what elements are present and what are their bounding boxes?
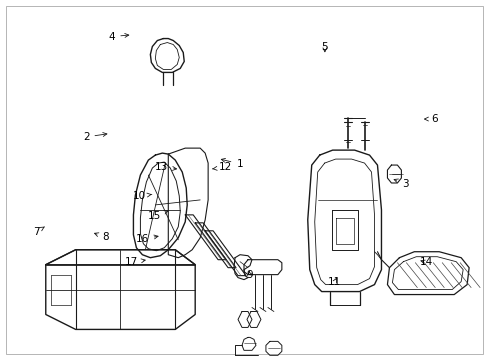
- Text: 13: 13: [155, 162, 176, 172]
- Text: 11: 11: [327, 277, 341, 287]
- Text: 4: 4: [108, 32, 128, 41]
- Text: 5: 5: [321, 42, 327, 52]
- Text: 16: 16: [135, 234, 158, 244]
- Text: 7: 7: [33, 227, 44, 237]
- Text: 3: 3: [393, 179, 408, 189]
- Text: 1: 1: [221, 158, 243, 169]
- Text: 15: 15: [147, 210, 168, 221]
- Text: 17: 17: [124, 257, 145, 267]
- Text: 14: 14: [419, 257, 432, 267]
- Text: 6: 6: [424, 114, 437, 124]
- Text: 8: 8: [94, 232, 109, 242]
- Text: 12: 12: [212, 162, 231, 172]
- Text: 9: 9: [245, 270, 252, 280]
- Text: 2: 2: [82, 132, 107, 142]
- Text: 10: 10: [133, 191, 152, 201]
